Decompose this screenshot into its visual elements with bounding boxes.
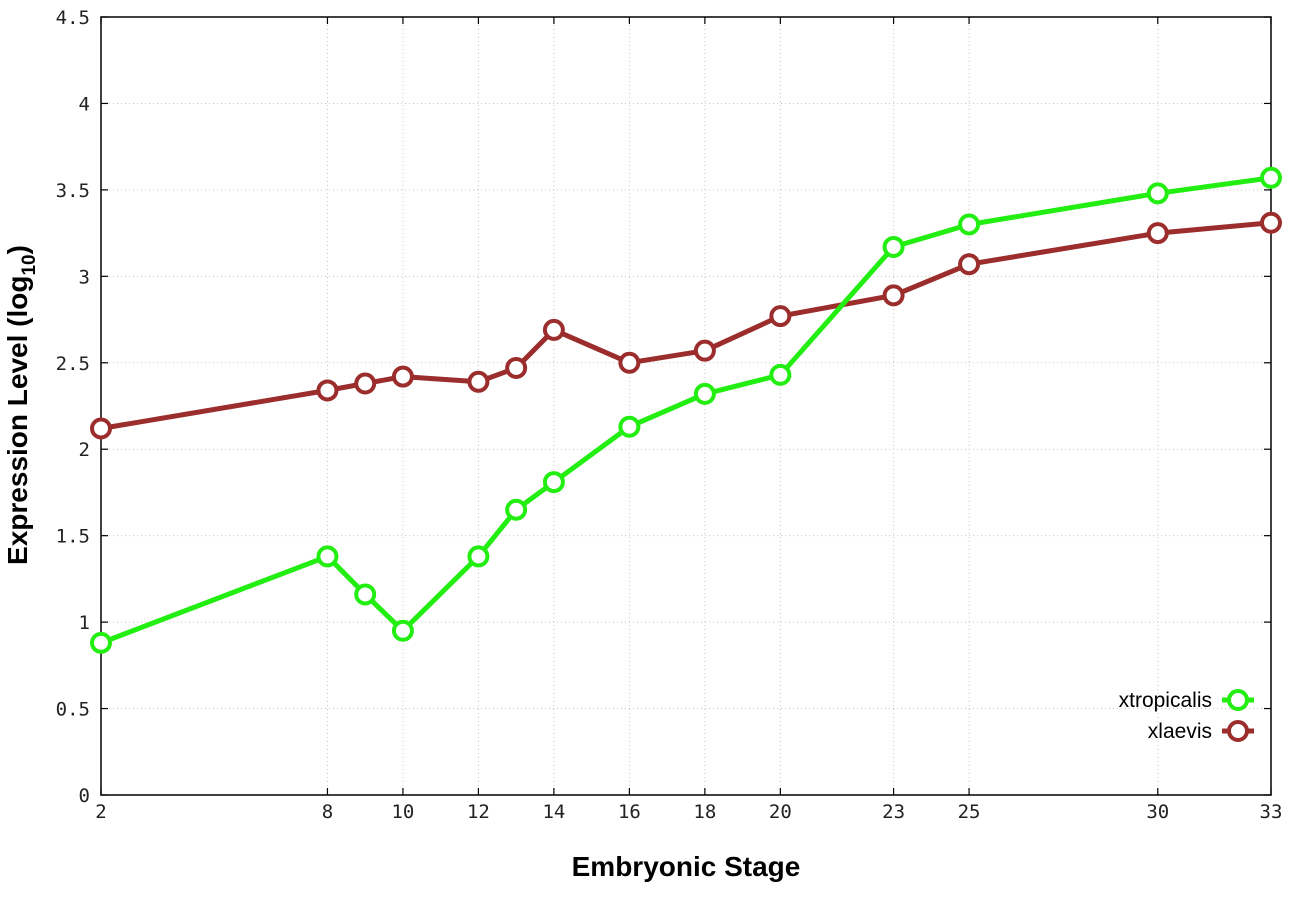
y-axis-title-end: ) — [2, 245, 33, 254]
data-point-xlaevis — [316, 379, 339, 402]
y-tick-label: 0 — [79, 785, 90, 807]
y-tick-label: 4 — [79, 93, 90, 115]
x-tick-label: 33 — [1260, 801, 1283, 823]
data-point-xlaevis — [882, 284, 905, 307]
legend-label: xtropicalis — [1119, 689, 1212, 712]
data-point-xtropicalis — [505, 498, 528, 521]
axis-ticks: 2 8 10 12 14 16 18 20 23 25 30 33 0 0.5 1 1.5 2 2.5 3 3.5 4 4… — [56, 7, 1283, 823]
data-point-xtropicalis — [958, 213, 981, 236]
legend-marker-sample — [1227, 689, 1249, 711]
data-point-xlaevis — [90, 417, 112, 440]
plot-frame — [100, 16, 1272, 796]
data-point-xlaevis — [618, 351, 641, 374]
x-tick-label: 14 — [542, 801, 565, 823]
legend-marker-sample — [1227, 720, 1249, 742]
x-tick-label: 8 — [322, 801, 333, 823]
y-axis-title-subscript: 10 — [19, 254, 40, 275]
data-point-xlaevis — [467, 370, 490, 393]
data-point-xlaevis — [354, 372, 377, 395]
grid-lines — [101, 17, 1271, 795]
x-tick-label: 16 — [618, 801, 641, 823]
data-point-xtropicalis — [882, 235, 905, 258]
data-point-xlaevis — [769, 305, 792, 328]
data-point-xtropicalis — [467, 545, 490, 568]
data-point-xlaevis — [542, 318, 565, 341]
data-point-xlaevis — [1146, 222, 1169, 245]
y-tick-label: 3 — [79, 266, 90, 288]
data-point-xtropicalis — [769, 363, 792, 386]
y-axis-title: Expression Level (log10) — [2, 245, 40, 565]
x-tick-label: 25 — [958, 801, 981, 823]
series-layer — [90, 166, 1282, 654]
y-tick-label: 2 — [79, 439, 90, 461]
data-point-xtropicalis — [316, 545, 339, 568]
y-tick-label: 1 — [79, 612, 90, 634]
y-tick-label: 1.5 — [56, 526, 90, 548]
data-point-xtropicalis — [542, 471, 565, 494]
data-point-xtropicalis — [618, 415, 641, 438]
data-point-xlaevis — [958, 253, 981, 276]
legend-item-xtropicalis: xtropicalis — [1119, 689, 1254, 712]
legend-item-xlaevis: xlaevis — [1148, 720, 1254, 743]
data-point-xtropicalis — [1260, 166, 1282, 189]
data-point-xtropicalis — [391, 619, 414, 642]
series-line-xtropicalis — [100, 175, 1272, 646]
series-xlaevis — [90, 211, 1282, 440]
x-tick-label: 23 — [882, 801, 905, 823]
data-point-xlaevis — [1260, 211, 1282, 234]
x-tick-label: 20 — [769, 801, 792, 823]
y-tick-label: 0.5 — [56, 699, 90, 721]
data-point-xtropicalis — [1146, 182, 1169, 205]
x-tick-label: 2 — [95, 801, 106, 823]
y-axis-title-main: Expression Level (log — [2, 276, 33, 565]
series-line-xlaevis — [100, 220, 1272, 431]
data-point-xlaevis — [391, 365, 414, 388]
y-tick-label: 3.5 — [56, 180, 90, 202]
legend-label: xlaevis — [1148, 720, 1212, 743]
x-tick-label: 12 — [467, 801, 490, 823]
data-point-xtropicalis — [693, 382, 716, 405]
data-point-xlaevis — [693, 339, 716, 362]
data-point-xlaevis — [505, 356, 528, 379]
y-tick-label: 2.5 — [56, 353, 90, 375]
series-xtropicalis — [90, 166, 1282, 654]
x-tick-label: 30 — [1146, 801, 1169, 823]
data-point-xtropicalis — [90, 631, 112, 654]
y-tick-label: 4.5 — [56, 7, 90, 29]
data-point-xtropicalis — [354, 583, 377, 606]
x-tick-label: 18 — [693, 801, 716, 823]
x-tick-label: 10 — [391, 801, 414, 823]
legend: xtropicalis xlaevis — [1119, 689, 1254, 743]
x-axis-title: Embryonic Stage — [572, 851, 801, 882]
